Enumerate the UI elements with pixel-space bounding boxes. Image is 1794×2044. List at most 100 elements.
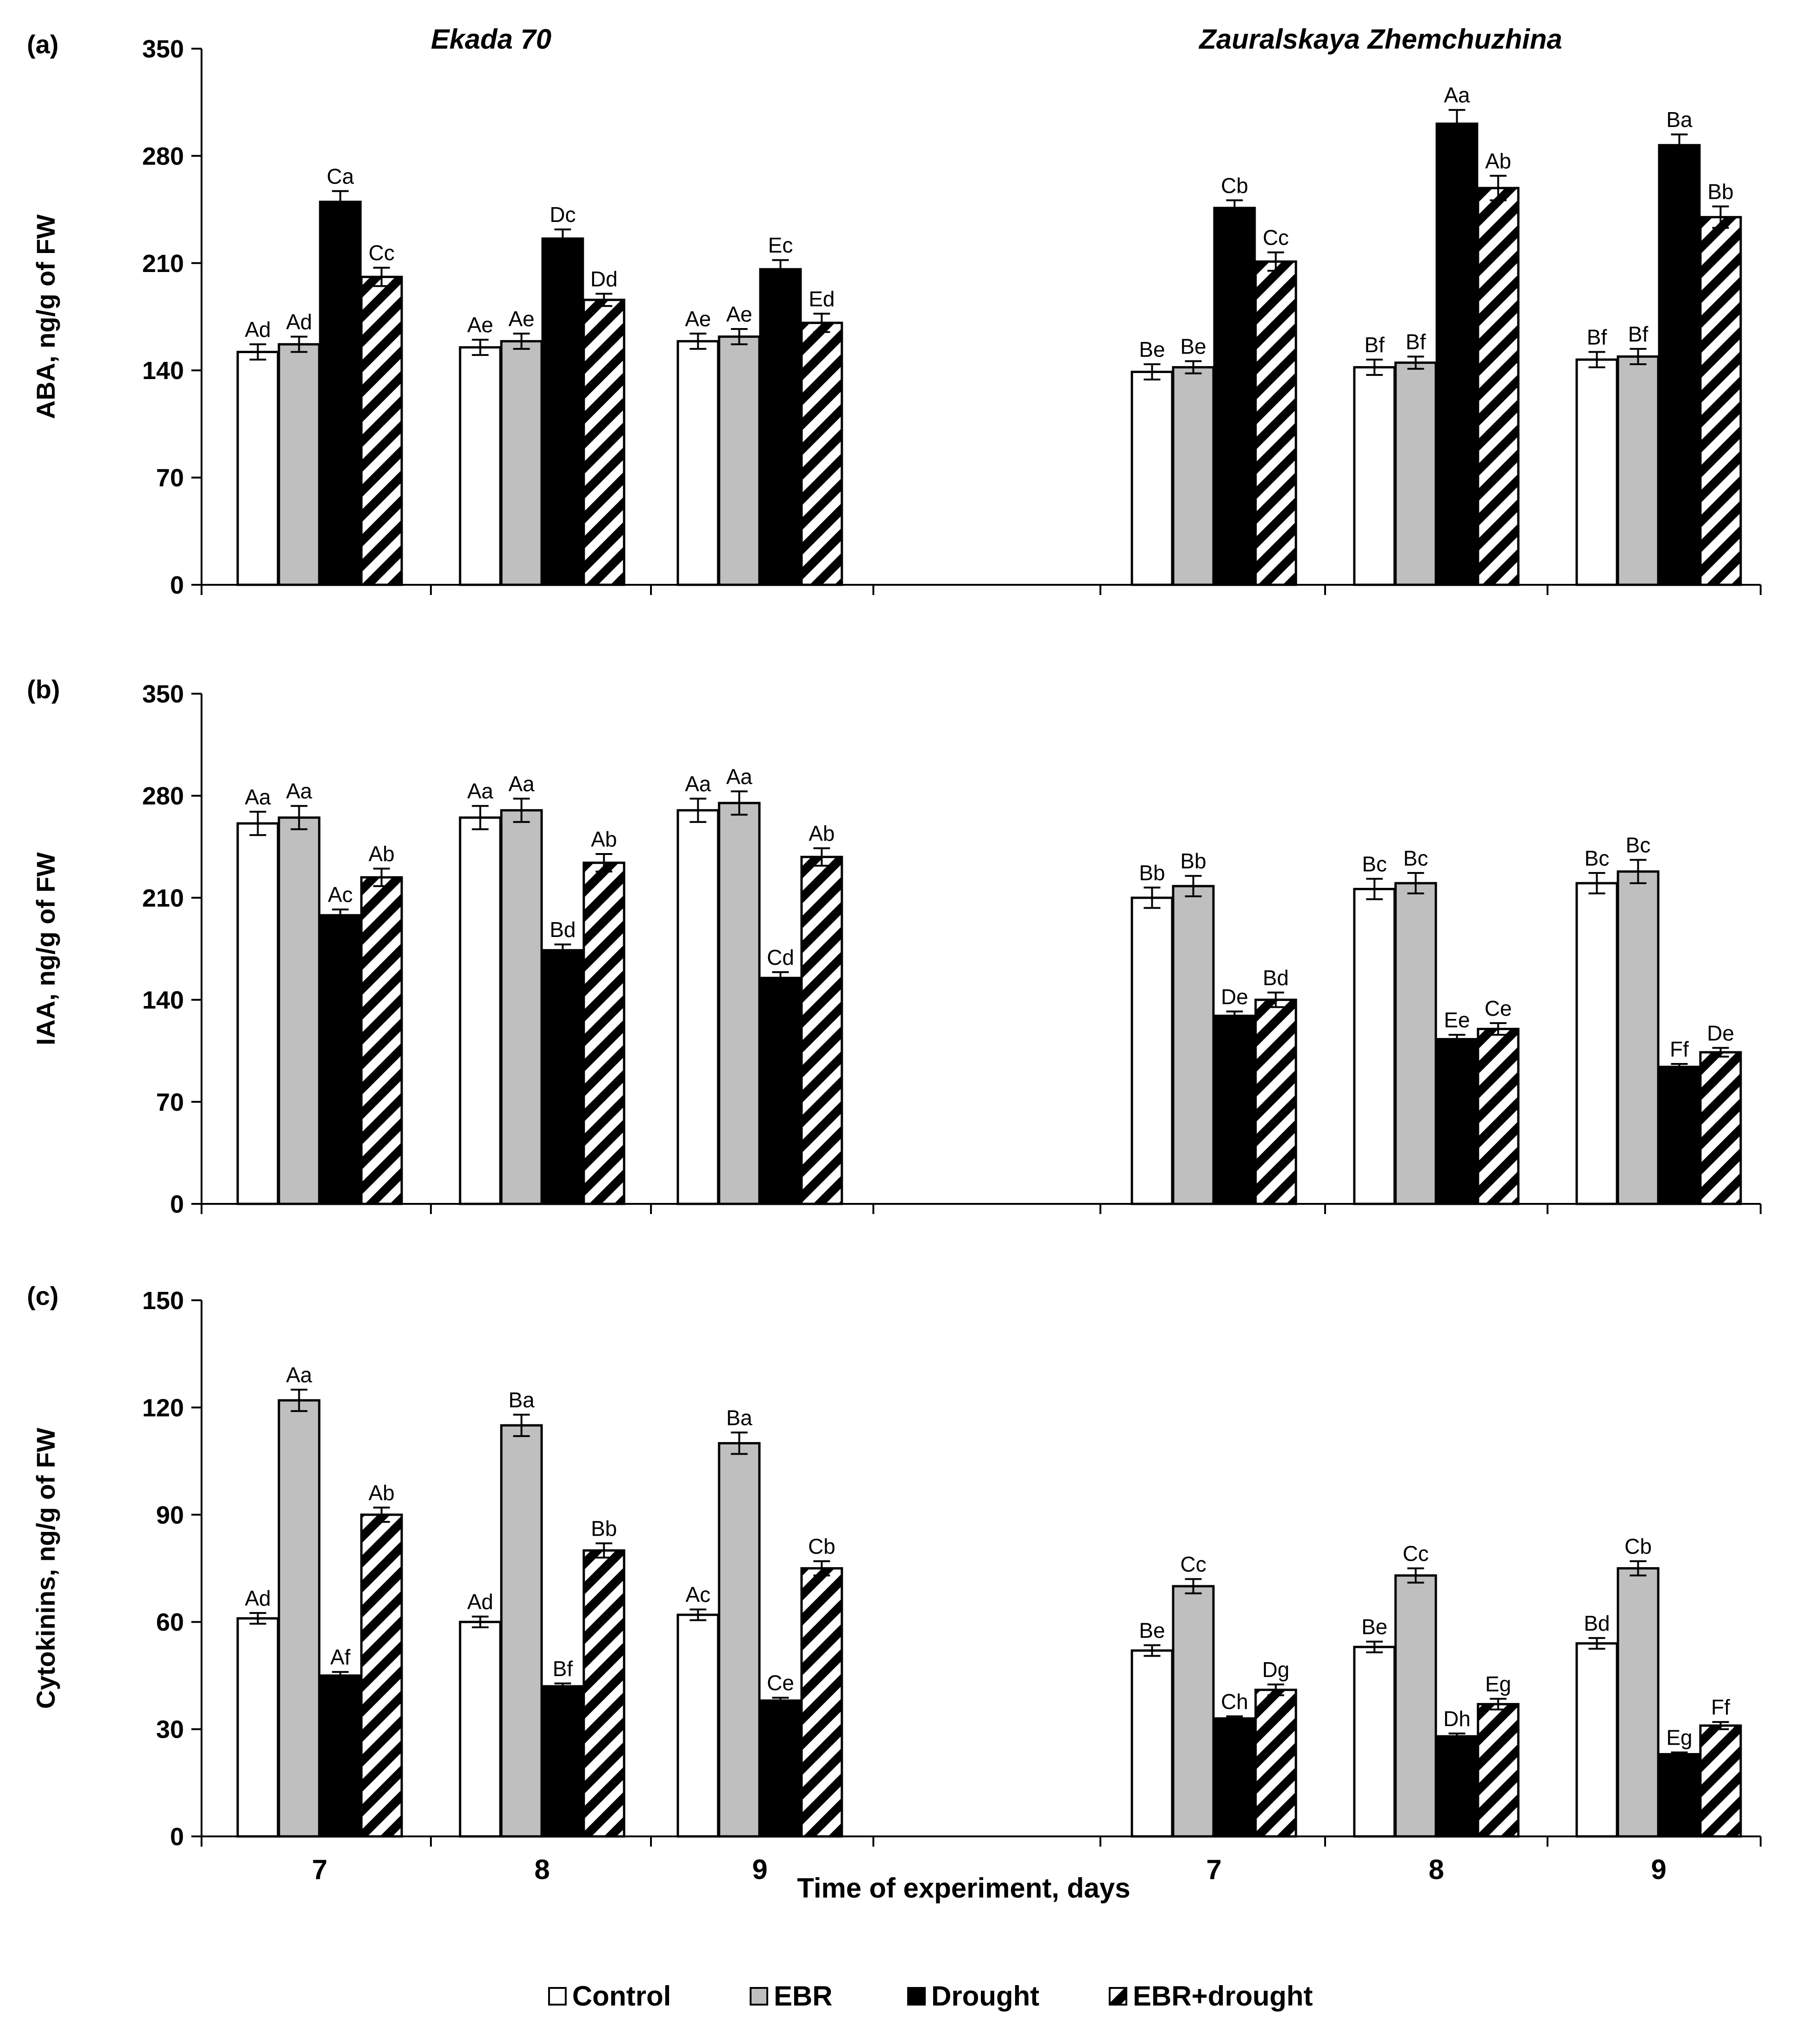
bar-control: Ac (676, 1582, 720, 1838)
bar-ebr-drought: Cc (1254, 226, 1297, 586)
bar-ebr-rect (718, 335, 761, 586)
bar-ebr: Ba (718, 1405, 761, 1838)
significance-label: Cc (1402, 1542, 1428, 1566)
significance-label: Ad (245, 1586, 271, 1610)
bar-drought: Ac (319, 883, 362, 1205)
bar-drought: Ee (1435, 1008, 1478, 1205)
bar-ebr-rect (1617, 1567, 1660, 1838)
significance-label: Ad (286, 310, 312, 334)
x-tick-label: 8 (1428, 1854, 1444, 1885)
bar-ebr: Cb (1617, 1534, 1660, 1838)
significance-label: Dh (1443, 1707, 1471, 1731)
significance-label: Ae (508, 307, 534, 331)
significance-label: Ff (1670, 1037, 1689, 1061)
legend-item-control: Control (548, 1981, 671, 2012)
significance-label: Be (1180, 334, 1206, 358)
bar-drought: Eg (1658, 1726, 1701, 1838)
significance-label: Dg (1262, 1658, 1289, 1682)
panel-1: 0 70 140 210 280 350 (a) ABA, ng/g of FW Ad Ae Ae B… (27, 30, 1762, 599)
y-tick-label: 350 (142, 680, 184, 708)
bar-control: Ad (236, 1586, 279, 1838)
significance-label: Cb (1624, 1534, 1652, 1558)
bar-drought: Ff (1658, 1037, 1701, 1205)
bar-ebr-drought: Ff (1699, 1695, 1742, 1838)
y-axis-label: Cytokinins, ng/g of FW (31, 1428, 60, 1709)
significance-label: Bb (1707, 179, 1733, 203)
bar-drought-rect (541, 949, 584, 1205)
bar-ebr-drought: Ab (360, 842, 403, 1205)
bar-drought: Cd (759, 945, 802, 1205)
panel-label: (c) (27, 1281, 58, 1310)
significance-label: Ae (726, 302, 752, 326)
legend-label: EBR (774, 1981, 833, 2012)
significance-label: Aa (726, 765, 752, 789)
significance-label: Ba (726, 1405, 752, 1430)
bar-drought: Dh (1435, 1707, 1478, 1838)
y-tick-label: 60 (156, 1608, 184, 1636)
bar-drought-rect (1658, 144, 1701, 586)
bar-ebr: Ba (500, 1388, 543, 1838)
bar-drought-rect (1213, 1717, 1256, 1838)
bar-ebr-rect (1617, 870, 1660, 1205)
bar-ebr-drought-rect (1254, 999, 1297, 1205)
bar-ebr: Bc (1394, 846, 1437, 1205)
significance-label: Cc (1180, 1552, 1206, 1576)
bar-ebr: Bc (1617, 833, 1660, 1205)
bar-ebr-drought: Eg (1477, 1672, 1520, 1838)
bar-drought: Ba (1658, 108, 1701, 586)
y-tick-label: 210 (142, 884, 184, 912)
bar-ebr-drought: Bb (1699, 179, 1742, 586)
bar-control: Bc (1575, 846, 1618, 1205)
significance-label: Ab (368, 842, 394, 866)
bar-ebr-drought: Bb (582, 1517, 625, 1838)
bar-ebr: Bf (1394, 329, 1437, 586)
bar-ebr-drought-rect (1699, 1051, 1742, 1205)
bar-drought-rect (541, 237, 584, 586)
bar-control-rect (236, 351, 279, 586)
bar-ebr-drought: Cb (800, 1534, 843, 1838)
bar-drought-rect (759, 268, 802, 586)
bar-ebr-drought: Ab (582, 827, 625, 1205)
significance-label: Ff (1711, 1695, 1730, 1719)
x-tick-label: 9 (752, 1854, 767, 1885)
bar-control-rect (1353, 1645, 1396, 1838)
bar-drought-rect (1435, 1735, 1478, 1838)
bar-control: Be (1353, 1615, 1396, 1838)
bar-drought-rect (759, 976, 802, 1205)
y-tick-label: 0 (170, 1190, 184, 1218)
significance-label: Ae (467, 313, 493, 337)
bar-ebr-rect (718, 802, 761, 1205)
significance-label: Ab (591, 827, 617, 851)
significance-label: Af (330, 1645, 351, 1669)
bar-control: Aa (236, 785, 279, 1205)
significance-label: Be (1139, 1618, 1165, 1642)
significance-label: Bb (591, 1517, 617, 1541)
y-tick-label: 210 (142, 250, 184, 278)
legend-label: Drought (931, 1981, 1039, 2012)
x-tick-label: 9 (1651, 1854, 1666, 1885)
significance-label: Be (1361, 1615, 1387, 1639)
bar-drought: De (1213, 985, 1256, 1205)
bar-control-rect (1131, 1649, 1174, 1838)
bar-drought: Ca (319, 164, 362, 586)
y-tick-label: 30 (156, 1716, 184, 1744)
bar-drought-rect (1435, 1038, 1478, 1205)
bar-ebr: Ae (500, 307, 543, 586)
significance-label: Ba (1666, 108, 1693, 132)
significance-label: Bf (1364, 333, 1385, 357)
bar-ebr-drought: Ab (800, 821, 843, 1205)
bar-control-rect (1131, 896, 1174, 1205)
significance-label: Ee (1444, 1008, 1470, 1032)
bar-ebr-drought: Dg (1254, 1658, 1297, 1838)
bar-ebr-drought: Ab (360, 1481, 403, 1838)
legend-swatch (548, 1987, 567, 2006)
y-tick-label: 350 (142, 35, 184, 63)
significance-label: Aa (685, 772, 711, 796)
legend-swatch (1109, 1987, 1127, 2006)
bar-control-rect (1353, 888, 1396, 1205)
significance-label: Ad (467, 1590, 493, 1614)
significance-label: Aa (467, 779, 493, 803)
bar-ebr: Cc (1172, 1552, 1215, 1838)
bar-control: Ad (459, 1590, 502, 1838)
significance-label: Bc (1626, 833, 1651, 857)
